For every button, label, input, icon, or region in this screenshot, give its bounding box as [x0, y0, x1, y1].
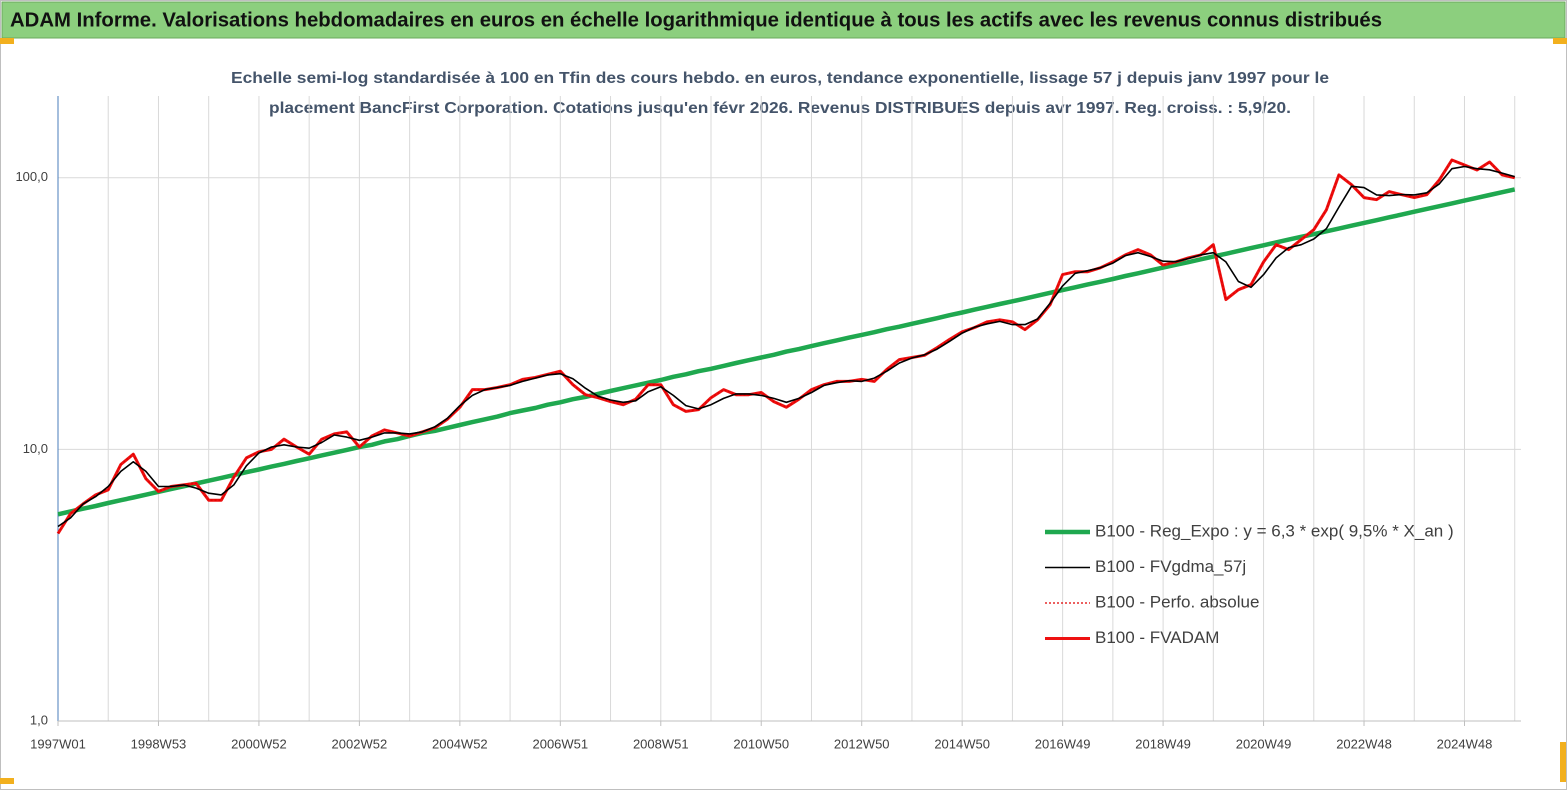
- x-tick-label: 1997W01: [30, 736, 86, 751]
- x-tick-label: 2006W51: [532, 736, 588, 751]
- legend-label: B100 - FVgdma_57j: [1095, 557, 1246, 576]
- legend-label: B100 - Perfo. absolue: [1095, 592, 1259, 611]
- series-line: [57, 187, 1516, 517]
- x-tick-label: 2004W52: [432, 736, 488, 751]
- header-title: ADAM Informe. Valorisations hebdomadaire…: [10, 9, 1382, 31]
- series-line: [57, 159, 1515, 534]
- plot: [56, 158, 1516, 535]
- x-tick-label: 1998W53: [131, 736, 187, 751]
- x-tick-label: 2012W50: [834, 736, 890, 751]
- series-line: [57, 165, 1515, 528]
- legend: B100 - Reg_Expo : y = 6,3 * exp( 9,5% * …: [1045, 521, 1454, 647]
- x-tick-label: 2024W48: [1437, 736, 1493, 751]
- corner-mark: [1560, 742, 1566, 782]
- x-tick-label: 2022W48: [1336, 736, 1392, 751]
- x-tick-label: 2000W52: [231, 736, 287, 751]
- legend-label: B100 - Reg_Expo : y = 6,3 * exp( 9,5% * …: [1095, 521, 1454, 540]
- x-tick-label: 2008W51: [633, 736, 689, 751]
- corner-mark: [0, 38, 14, 44]
- x-tick-label: 2016W49: [1035, 736, 1091, 751]
- chart-subtitle: Echelle semi-log standardisée à 100 en T…: [231, 70, 1329, 87]
- x-tick-label: 2020W49: [1236, 736, 1292, 751]
- corner-mark: [0, 778, 14, 784]
- x-tick-label: 2010W50: [733, 736, 789, 751]
- grid: 1,0 10,0 100,0 1997W01 1998W53 2000W52 2002W52…: [15, 96, 1521, 751]
- header-bar: [1, 1, 1566, 39]
- y-tick-label: 100,0: [15, 169, 48, 184]
- legend-label: B100 - FVADAM: [1095, 628, 1219, 647]
- x-tick-label: 2018W49: [1135, 736, 1191, 751]
- x-tick-label: 2014W50: [934, 736, 990, 751]
- y-tick-label: 1,0: [30, 712, 48, 727]
- corner-mark: [1553, 38, 1567, 44]
- chart-subtitle: placement BancFirst Corporation. Cotatio…: [269, 100, 1291, 117]
- y-tick-label: 10,0: [23, 441, 48, 456]
- x-tick-label: 2002W52: [332, 736, 388, 751]
